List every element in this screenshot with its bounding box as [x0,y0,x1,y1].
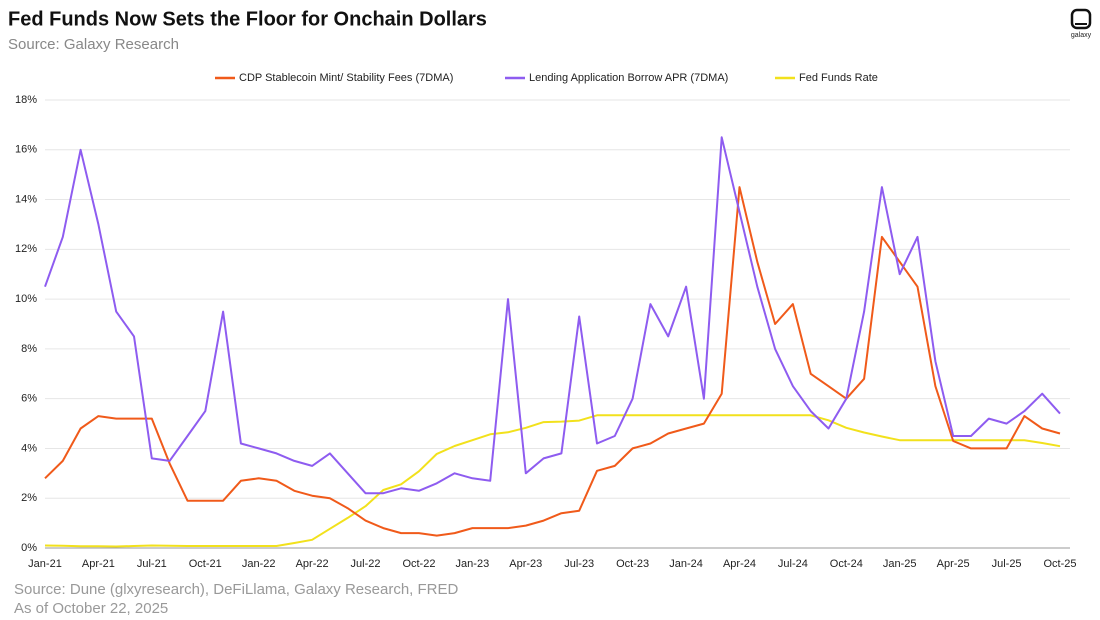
y-tick-label: 8% [21,343,37,355]
y-tick-label: 0% [21,542,37,554]
x-tick-label: Jul-22 [351,558,381,570]
x-tick-label: Apr-25 [937,558,970,570]
y-tick-label: 12% [15,243,37,255]
legend-label: Lending Application Borrow APR (7DMA) [529,72,728,84]
y-tick-label: 14% [15,193,37,205]
y-tick-label: 2% [21,492,37,504]
x-tick-label: Jul-25 [992,558,1022,570]
series-line [44,136,1061,495]
x-tick-label: Oct-21 [189,558,222,570]
x-tick-label: Jul-21 [137,558,167,570]
x-tick-label: Jan-22 [242,558,276,570]
y-tick-label: 10% [15,293,37,305]
x-tick-label: Jan-21 [28,558,62,570]
legend-label: CDP Stablecoin Mint/ Stability Fees (7DM… [239,72,453,84]
chart-subtitle: Source: Galaxy Research [8,36,179,53]
x-tick-label: Apr-22 [296,558,329,570]
series-line [44,186,1061,537]
chart-title: Fed Funds Now Sets the Floor for Onchain… [8,8,487,30]
y-tick-label: 18% [15,94,37,106]
x-tick-label: Apr-24 [723,558,756,570]
y-tick-label: 16% [15,144,37,156]
x-tick-label: Jan-25 [883,558,917,570]
footnote: As of October 22, 2025 [14,600,168,617]
footnote: Source: Dune (glxyresearch), DeFiLlama, … [14,581,458,598]
x-tick-label: Oct-22 [402,558,435,570]
x-tick-label: Jul-24 [778,558,808,570]
y-tick-label: 4% [21,442,37,454]
x-tick-label: Apr-23 [509,558,542,570]
legend-label: Fed Funds Rate [799,72,878,84]
x-tick-label: Jul-23 [564,558,594,570]
x-tick-label: Jan-23 [456,558,490,570]
x-tick-label: Oct-25 [1043,558,1076,570]
series-line [44,414,1061,548]
x-tick-label: Oct-24 [830,558,863,570]
x-tick-label: Jan-24 [669,558,703,570]
logo-icon [1070,8,1092,30]
x-tick-label: Oct-23 [616,558,649,570]
x-tick-label: Apr-21 [82,558,115,570]
logo-text: galaxy [1071,32,1092,39]
y-tick-label: 6% [21,393,37,405]
